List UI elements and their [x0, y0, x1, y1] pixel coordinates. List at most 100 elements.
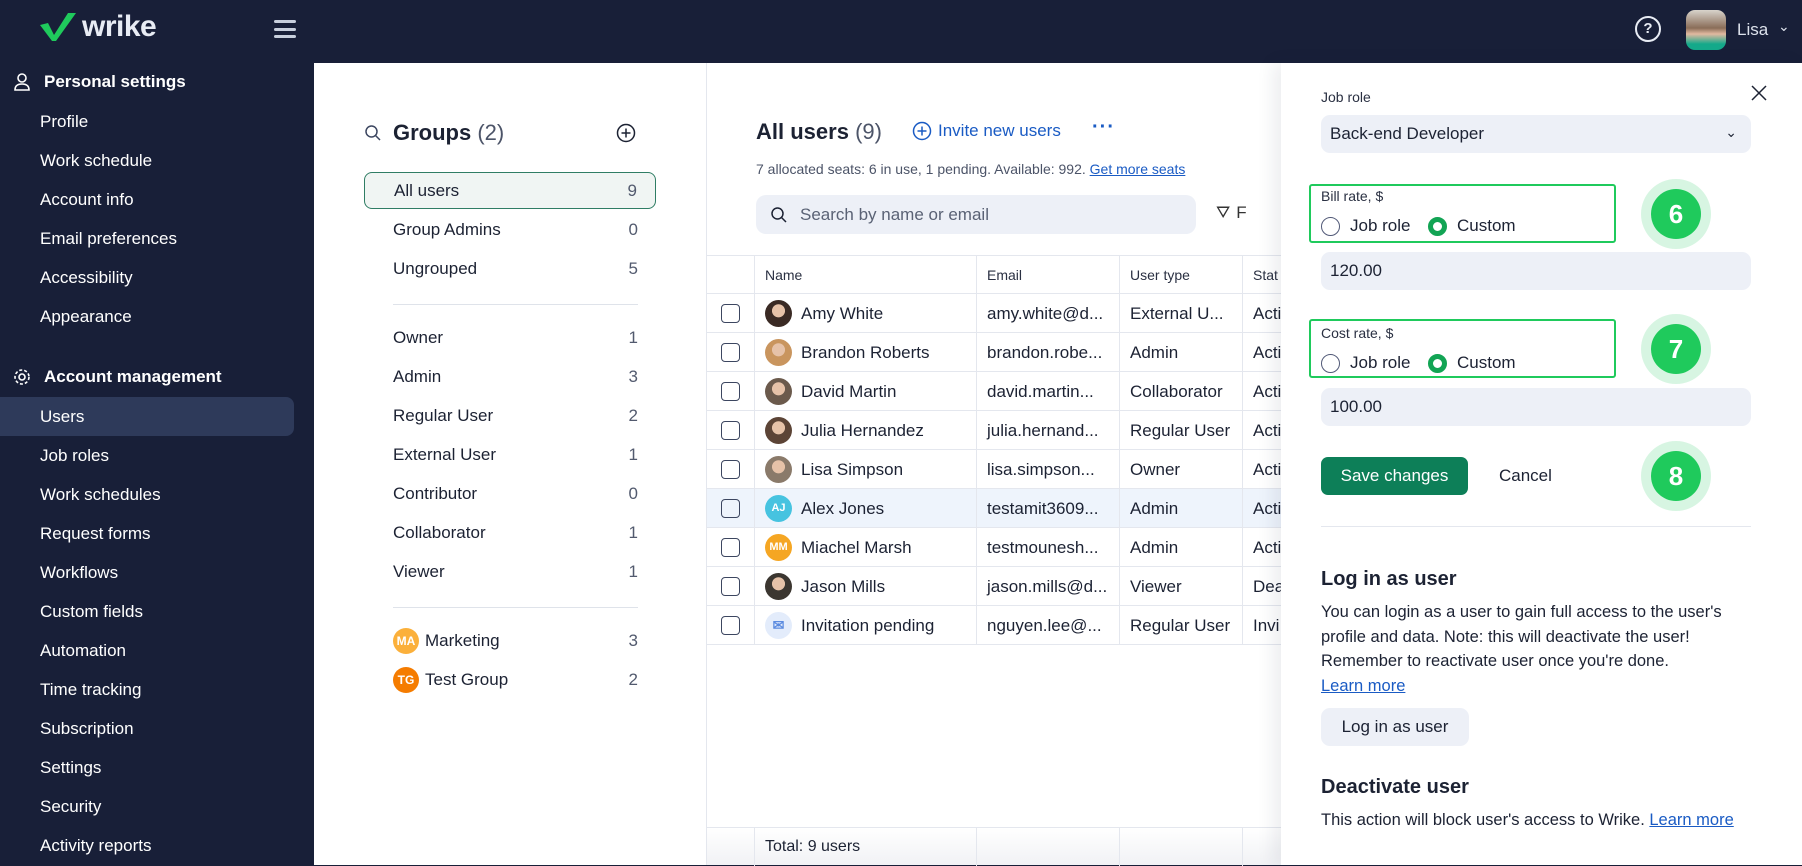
- user-name[interactable]: David Martin: [801, 382, 897, 401]
- cost-rate-input[interactable]: 100.00: [1321, 388, 1751, 426]
- column-header[interactable]: User type: [1120, 256, 1243, 295]
- table-row[interactable]: AJ Alex Jones testamit3609... Admin Acti: [707, 489, 1281, 528]
- filter-button[interactable]: ⛛ F: [1216, 203, 1247, 222]
- job-role-select[interactable]: Back-end Developer ⌄: [1321, 115, 1751, 153]
- group-item[interactable]: Viewer 1: [364, 553, 656, 590]
- user-name[interactable]: Jason Mills: [801, 577, 886, 596]
- step-badge-7: 7: [1651, 324, 1701, 374]
- sidebar-item-request-forms[interactable]: Request forms: [40, 524, 151, 543]
- table-row[interactable]: Amy White amy.white@d... External U... Acti: [707, 294, 1281, 333]
- row-checkbox[interactable]: [721, 304, 740, 323]
- more-options-icon[interactable]: ···: [1092, 116, 1115, 138]
- sidebar-item-work-schedules[interactable]: Work schedules: [40, 485, 161, 504]
- sidebar-item-appearance[interactable]: Appearance: [40, 307, 132, 326]
- close-icon[interactable]: [1751, 85, 1767, 101]
- sidebar-item-subscription[interactable]: Subscription: [40, 719, 134, 738]
- sidebar-item-work-schedule[interactable]: Work schedule: [40, 151, 153, 170]
- table-row[interactable]: David Martin david.martin... Collaborator A…: [707, 372, 1281, 411]
- user-name[interactable]: Miachel Marsh: [801, 538, 912, 557]
- sidebar-item-security[interactable]: Security: [40, 797, 102, 816]
- search-icon[interactable]: [364, 124, 382, 142]
- deactivate-learn-more-link[interactable]: Learn more: [1649, 811, 1734, 829]
- table-row[interactable]: Julia Hernandez julia.hernand... Regular U…: [707, 411, 1281, 450]
- row-checkbox[interactable]: [721, 616, 740, 635]
- cancel-button[interactable]: Cancel: [1499, 466, 1552, 485]
- groups-title: Groups (2): [393, 120, 505, 145]
- user-avatar[interactable]: [1686, 10, 1726, 50]
- sidebar-item-custom-fields[interactable]: Custom fields: [40, 602, 143, 621]
- column-header[interactable]: Name: [755, 256, 977, 295]
- user-name[interactable]: Invitation pending: [801, 616, 935, 635]
- table-row[interactable]: Brandon Roberts brandon.robe... Admin Acti: [707, 333, 1281, 372]
- bill-rate-custom-radio[interactable]: Custom: [1428, 216, 1516, 236]
- table-row[interactable]: ✉ Invitation pending nguyen.lee@... Regular…: [707, 606, 1281, 645]
- group-item[interactable]: TG Test Group 2: [364, 661, 656, 698]
- user-email: testamit3609...: [977, 489, 1120, 528]
- sidebar-item-workflows[interactable]: Workflows: [40, 563, 119, 582]
- user-name[interactable]: Lisa: [1737, 20, 1769, 39]
- row-checkbox[interactable]: [721, 577, 740, 596]
- chevron-down-icon[interactable]: ⌄: [1778, 18, 1790, 34]
- bill-rate-job-role-radio[interactable]: Job role: [1321, 216, 1410, 236]
- sidebar-item-account-info[interactable]: Account info: [40, 190, 134, 209]
- sidebar-item-accessibility[interactable]: Accessibility: [40, 268, 133, 287]
- sidebar-item-activity-reports[interactable]: Activity reports: [40, 836, 152, 855]
- table-row[interactable]: MM Miachel Marsh testmounesh... Admin Acti: [707, 528, 1281, 567]
- column-header[interactable]: Stat: [1243, 256, 1281, 295]
- table-row[interactable]: Jason Mills jason.mills@d...ViewerDea: [707, 567, 1281, 606]
- row-checkbox[interactable]: [721, 343, 740, 362]
- group-item[interactable]: Admin 3: [364, 358, 656, 395]
- sidebar-item-time-tracking[interactable]: Time tracking: [40, 680, 142, 699]
- sidebar-item-profile[interactable]: Profile: [40, 112, 89, 131]
- group-item[interactable]: All users 9: [364, 172, 656, 209]
- help-icon[interactable]: ?: [1635, 16, 1661, 42]
- top-bar: wrike ? Lisa ⌄: [0, 0, 1802, 63]
- search-icon: [771, 206, 787, 223]
- sidebar-item-users[interactable]: Users: [0, 397, 294, 436]
- envelope-icon: ✉: [765, 612, 792, 639]
- cost-rate-custom-radio[interactable]: Custom: [1428, 353, 1516, 373]
- sidebar-item-email-preferences[interactable]: Email preferences: [40, 229, 178, 248]
- cost-rate-job-role-radio[interactable]: Job role: [1321, 353, 1410, 373]
- group-item[interactable]: Group Admins 0: [364, 211, 656, 248]
- row-checkbox[interactable]: [721, 421, 740, 440]
- group-item[interactable]: Contributor 0: [364, 475, 656, 512]
- invite-users-button[interactable]: Invite new users: [912, 121, 1061, 141]
- user-search[interactable]: [756, 195, 1196, 234]
- sidebar-item-job-roles[interactable]: Job roles: [40, 446, 109, 465]
- row-checkbox[interactable]: [721, 538, 740, 557]
- sidebar-item-automation[interactable]: Automation: [40, 641, 126, 660]
- user-name[interactable]: Julia Hernandez: [801, 421, 924, 440]
- row-checkbox[interactable]: [721, 460, 740, 479]
- user-name[interactable]: Amy White: [801, 304, 884, 323]
- group-item[interactable]: Owner 1: [364, 319, 656, 356]
- row-checkbox[interactable]: [721, 499, 740, 518]
- group-item[interactable]: Ungrouped 5: [364, 250, 656, 287]
- group-item[interactable]: Collaborator 1: [364, 514, 656, 551]
- wrike-logo[interactable]: wrike: [40, 10, 157, 44]
- deactivate-user-heading: Deactivate user: [1321, 776, 1469, 798]
- group-item[interactable]: External User 1: [364, 436, 656, 473]
- user-status: Acti: [1243, 333, 1281, 372]
- group-label: Marketing: [425, 630, 500, 650]
- save-changes-button[interactable]: Save changes: [1321, 457, 1468, 495]
- column-header[interactable]: Email: [977, 256, 1120, 295]
- learn-more-link[interactable]: Learn more: [1321, 676, 1406, 695]
- search-input[interactable]: [800, 204, 1180, 225]
- login-as-user-button[interactable]: Log in as user: [1321, 708, 1469, 746]
- group-item[interactable]: MA Marketing 3: [364, 622, 656, 659]
- bill-rate-input[interactable]: 120.00: [1321, 252, 1751, 290]
- user-name[interactable]: Lisa Simpson: [801, 460, 904, 479]
- chevron-down-icon: ⌄: [1725, 124, 1737, 140]
- row-checkbox[interactable]: [721, 382, 740, 401]
- user-name[interactable]: Alex Jones: [801, 499, 885, 518]
- cost-rate-label: Cost rate, $: [1321, 325, 1394, 341]
- add-group-icon[interactable]: [616, 123, 636, 143]
- group-label: Contributor: [393, 483, 478, 503]
- user-name[interactable]: Brandon Roberts: [801, 343, 930, 362]
- sidebar-item-settings[interactable]: Settings: [40, 758, 102, 777]
- table-row[interactable]: Lisa Simpson lisa.simpson... Owner Acti: [707, 450, 1281, 489]
- group-item[interactable]: Regular User 2: [364, 397, 656, 434]
- menu-hamburger-icon[interactable]: [274, 20, 296, 38]
- get-more-seats-link[interactable]: Get more seats: [1089, 161, 1186, 177]
